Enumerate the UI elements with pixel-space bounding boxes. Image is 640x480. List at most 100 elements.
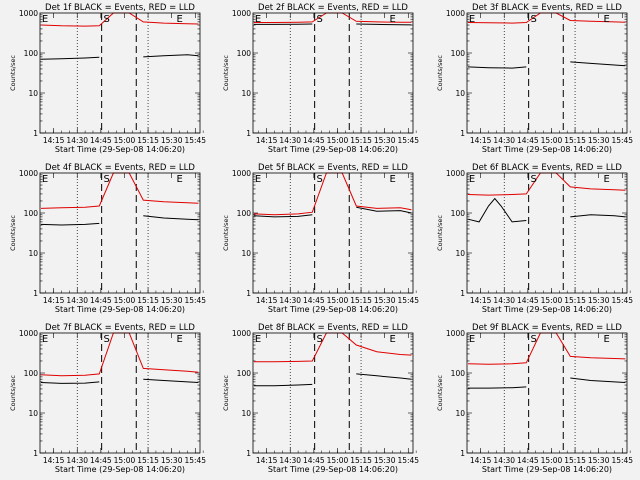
x-tick-label: 15:15: [137, 136, 159, 145]
interval-marker: E: [255, 14, 261, 25]
x-tick-label: 15:45: [397, 136, 419, 145]
plot-frame: [466, 332, 628, 454]
x-axis-label: Start Time (29-Sep-08 14:06:20): [55, 305, 185, 314]
y-tick-label: 10: [28, 409, 38, 418]
y-tick-label: 100: [451, 49, 466, 58]
x-tick-label: 15:15: [564, 456, 586, 465]
x-tick-label: 14:15: [43, 296, 65, 305]
series-line-events: [467, 61, 626, 69]
y-axis-label: Counts/sec: [222, 215, 230, 251]
panel-1: Det 1f BLACK = Events, RED = LLD Counts/s…: [9, 3, 206, 154]
x-tick-label: 15:00: [541, 456, 563, 465]
y-axis-label: Counts/sec: [222, 55, 230, 91]
x-tick-label: 15:30: [161, 456, 183, 465]
series-line-events: [40, 378, 199, 384]
plot-frame: [466, 12, 628, 134]
x-tick-label: 14:45: [303, 296, 325, 305]
x-axis-label: Start Time (29-Sep-08 14:06:20): [55, 465, 185, 474]
y-tick-label: 10: [28, 89, 38, 98]
x-tick-label: 14:45: [90, 456, 112, 465]
x-tick-label: 15:00: [327, 456, 349, 465]
y-axis-label: Counts/sec: [9, 375, 17, 411]
y-tick-label: 1: [460, 449, 465, 458]
x-tick-label: 14:15: [256, 456, 278, 465]
x-axis-label: Start Time (29-Sep-08 14:06:20): [482, 465, 612, 474]
series-line-lld: [40, 12, 199, 27]
series-line-events: [254, 373, 412, 387]
interval-marker: E: [177, 14, 183, 25]
x-tick-label: 15:15: [564, 136, 586, 145]
x-tick-label: 14:15: [43, 136, 65, 145]
interval-marker: S: [103, 174, 109, 185]
plot-frame: [466, 172, 628, 294]
x-tick-label: 15:30: [588, 296, 610, 305]
x-tick-label: 15:45: [184, 456, 206, 465]
x-tick-label: 15:45: [184, 136, 206, 145]
y-tick-label: 10: [455, 249, 465, 258]
x-tick-label: 15:00: [114, 296, 136, 305]
x-tick-label: 15:30: [374, 296, 396, 305]
x-tick-label: 14:45: [303, 456, 325, 465]
panel-title: Det 9f BLACK = Events, RED = LLD: [472, 323, 622, 333]
y-tick-label: 100: [237, 209, 252, 218]
x-tick-label: 14:45: [90, 136, 112, 145]
panel-2: Det 2f BLACK = Events, RED = LLD Counts/s…: [222, 3, 419, 154]
x-tick-label: 15:45: [611, 456, 633, 465]
x-tick-label: 15:00: [327, 296, 349, 305]
y-tick-label: 100: [451, 209, 466, 218]
panel-8: Det 8f BLACK = Events, RED = LLD Counts/s…: [222, 323, 419, 474]
interval-marker: S: [316, 174, 322, 185]
x-tick-label: 14:30: [279, 456, 301, 465]
x-tick-label: 15:30: [374, 136, 396, 145]
y-tick-label: 1000: [446, 329, 465, 338]
panel-5: Det 5f BLACK = Events, RED = LLD Counts/s…: [222, 163, 419, 314]
x-axis-label: Start Time (29-Sep-08 14:06:20): [482, 305, 612, 314]
interval-marker: E: [604, 174, 610, 185]
plot-frame: [39, 332, 201, 454]
series-line-events: [40, 215, 199, 226]
y-tick-label: 100: [24, 49, 39, 58]
interval-marker: E: [469, 174, 475, 185]
interval-marker: S: [103, 14, 109, 25]
x-axis-label: Start Time (29-Sep-08 14:06:20): [268, 145, 398, 154]
x-tick-label: 15:15: [137, 296, 159, 305]
y-tick-label: 10: [455, 89, 465, 98]
plot-frame: [39, 12, 201, 134]
x-tick-label: 15:45: [611, 296, 633, 305]
x-tick-label: 14:15: [256, 296, 278, 305]
x-tick-label: 14:45: [303, 136, 325, 145]
x-tick-label: 14:45: [517, 296, 539, 305]
y-tick-label: 10: [241, 89, 251, 98]
panel-9: Det 9f BLACK = Events, RED = LLD Counts/s…: [436, 323, 633, 474]
x-tick-label: 14:30: [66, 136, 88, 145]
y-axis-label: Counts/sec: [9, 215, 17, 251]
panel-title: Det 5f BLACK = Events, RED = LLD: [258, 163, 408, 173]
interval-marker: S: [530, 14, 536, 25]
x-tick-label: 15:00: [114, 456, 136, 465]
x-tick-label: 15:30: [374, 456, 396, 465]
x-tick-label: 14:30: [279, 296, 301, 305]
x-tick-label: 15:30: [161, 136, 183, 145]
y-tick-label: 1000: [446, 169, 465, 178]
panel-7: Det 7f BLACK = Events, RED = LLD Counts/s…: [9, 323, 206, 474]
interval-marker: E: [42, 334, 48, 345]
y-tick-label: 100: [237, 369, 252, 378]
y-axis-label: Counts/sec: [436, 375, 444, 411]
interval-marker: E: [390, 174, 396, 185]
y-tick-label: 1: [246, 129, 251, 138]
interval-marker: S: [530, 334, 536, 345]
y-tick-label: 1: [460, 129, 465, 138]
interval-marker: E: [390, 334, 396, 345]
panel-title: Det 3f BLACK = Events, RED = LLD: [472, 3, 622, 13]
panel-title: Det 4f BLACK = Events, RED = LLD: [45, 163, 195, 173]
y-axis-label: Counts/sec: [436, 215, 444, 251]
x-tick-label: 15:45: [397, 456, 419, 465]
y-tick-label: 10: [28, 249, 38, 258]
y-tick-label: 1: [460, 289, 465, 298]
plot-frame: [39, 172, 201, 294]
x-tick-label: 14:15: [470, 136, 492, 145]
x-tick-label: 15:15: [350, 136, 372, 145]
y-tick-label: 1: [246, 289, 251, 298]
interval-marker: S: [103, 334, 109, 345]
y-axis-label: Counts/sec: [9, 55, 17, 91]
